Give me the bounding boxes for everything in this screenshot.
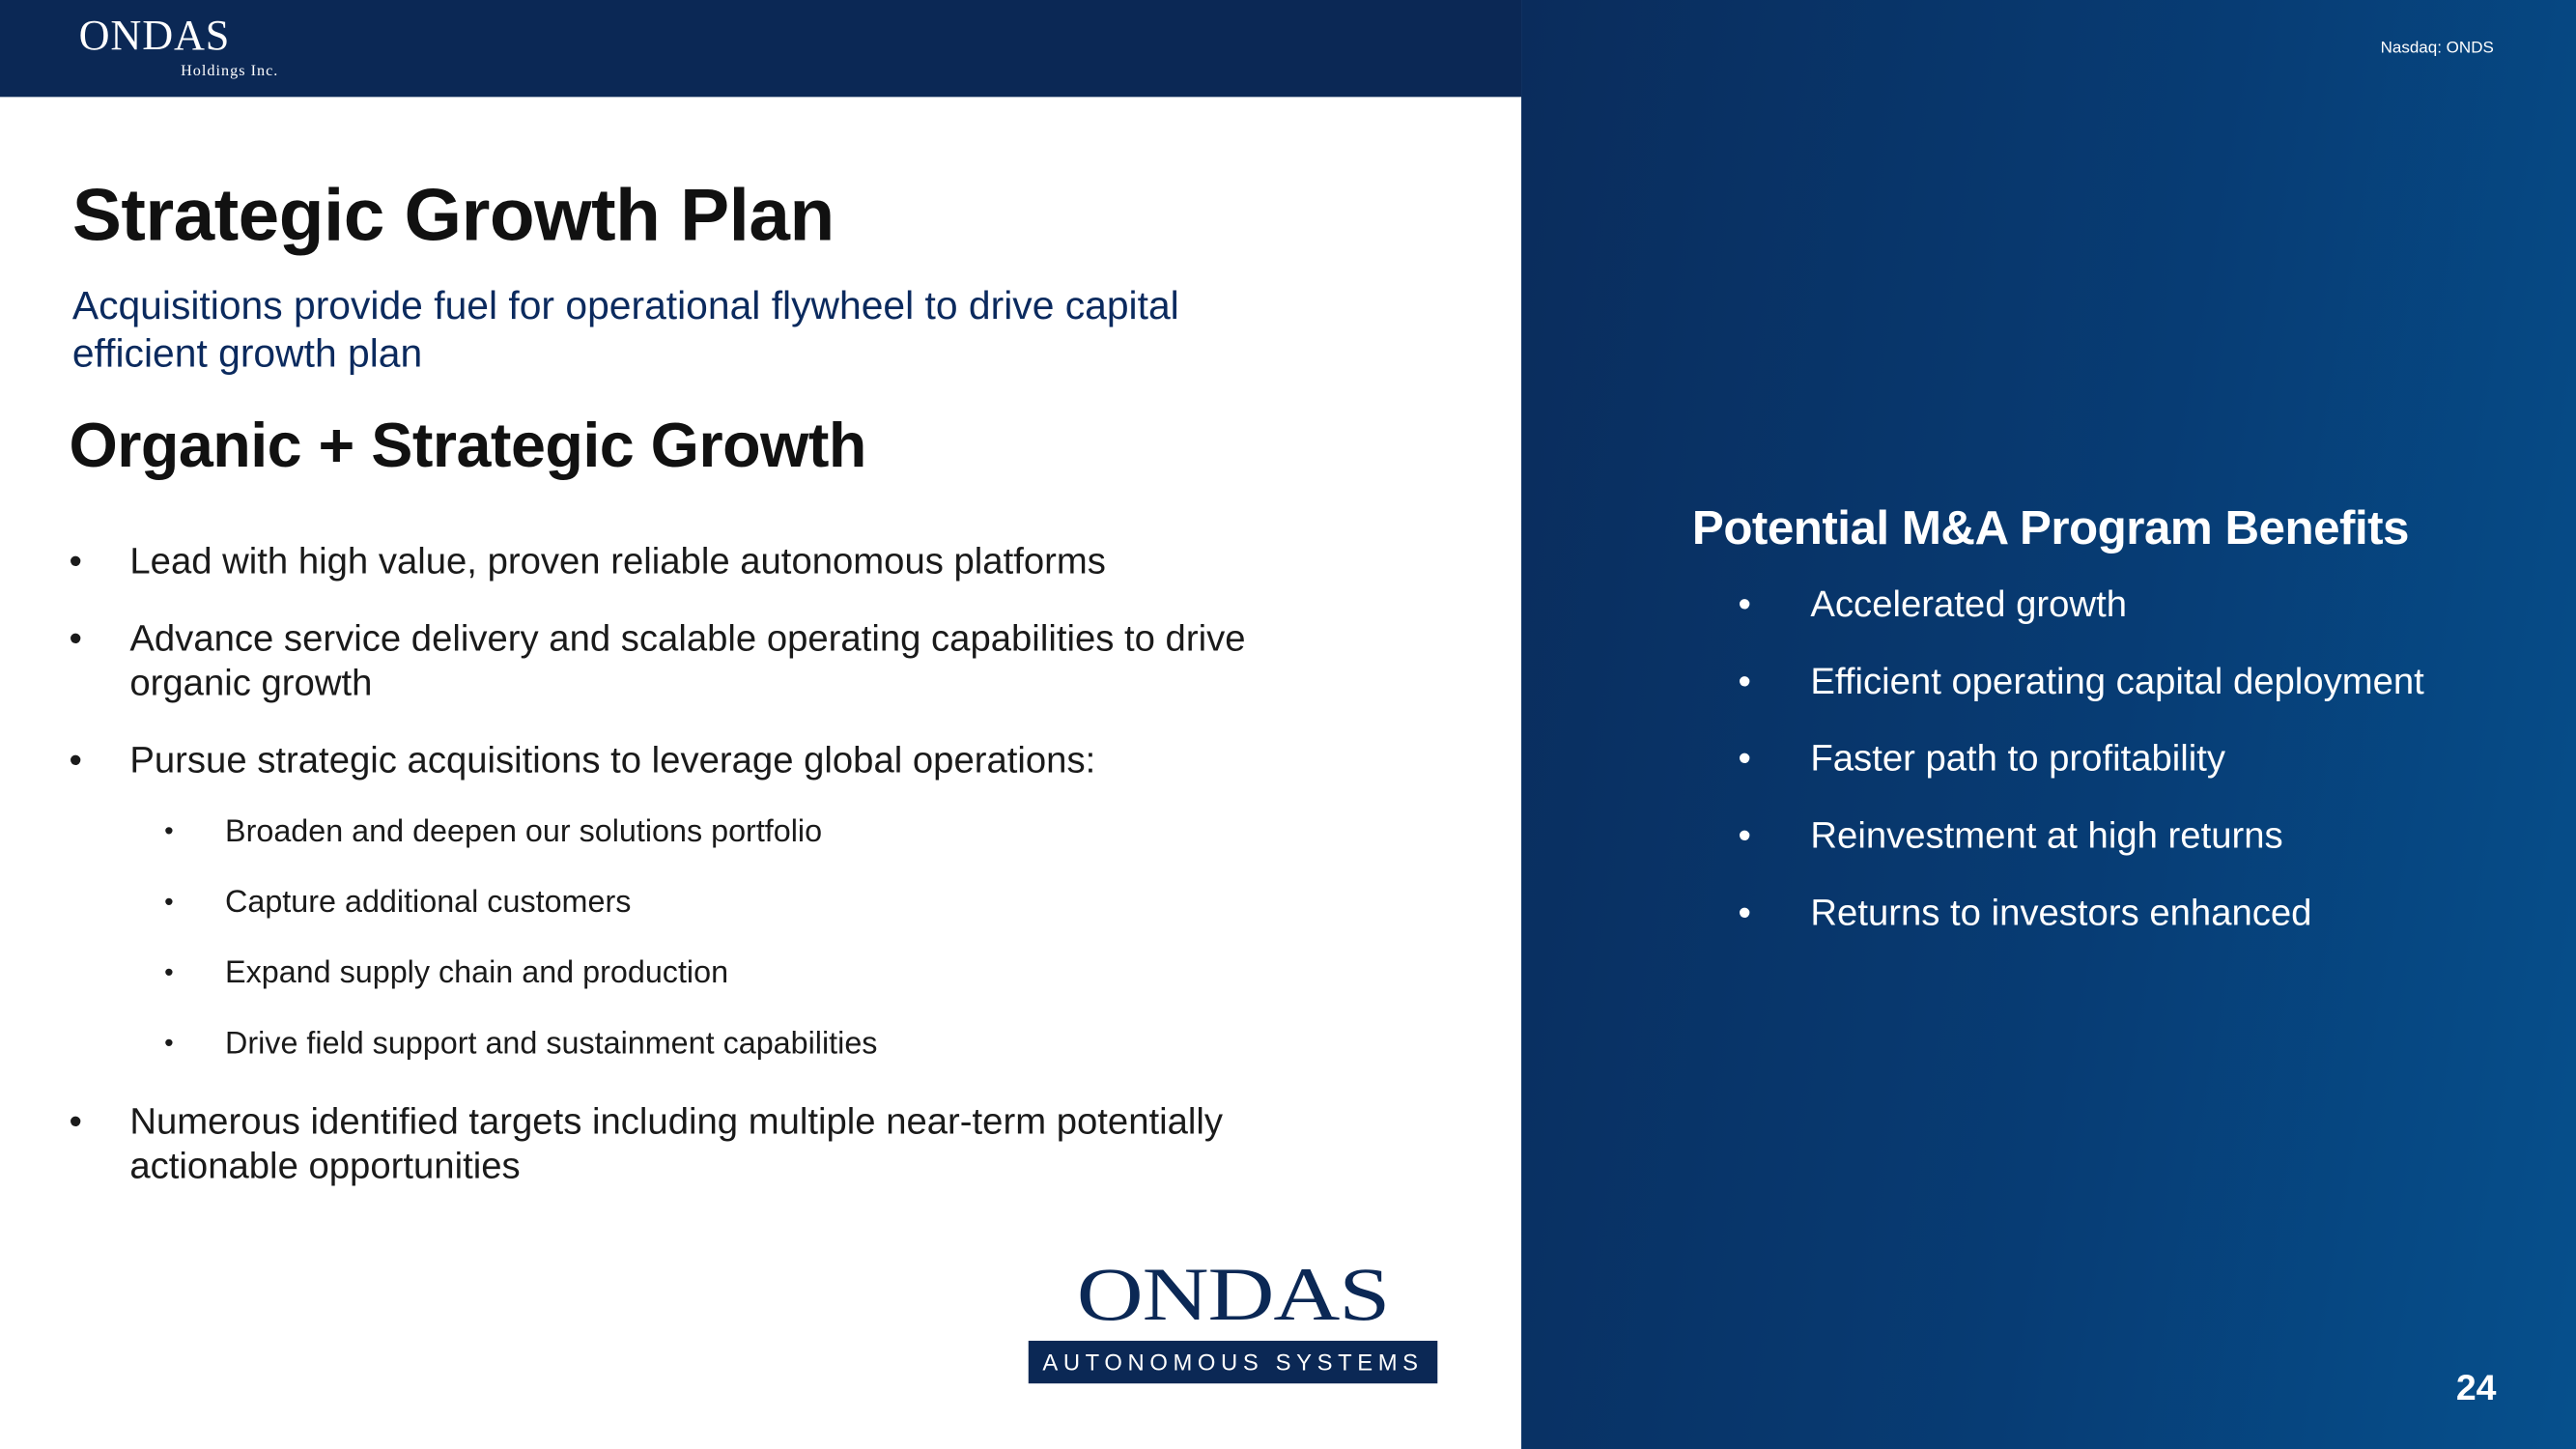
list-item: • Accelerated growth <box>1738 582 2128 625</box>
list-item: • Lead with high value, proven reliable a… <box>69 540 1106 582</box>
bullet-icon: • <box>69 1100 82 1143</box>
bullet-icon: • <box>69 739 82 781</box>
ticker-label: Nasdaq: ONDS <box>2380 39 2494 58</box>
bullet-icon: • <box>1738 814 1751 857</box>
list-item: • Pursue strategic acquisitions to levera… <box>69 739 1096 781</box>
bullet-icon: • <box>1738 737 1751 780</box>
benefits-bullet-list: • Accelerated growth • Efficient operating… <box>1739 582 2527 968</box>
list-item: • Numerous identified targets including m… <box>69 1100 1224 1187</box>
bullet-icon: • <box>164 959 174 988</box>
bullet-icon: • <box>69 540 82 582</box>
bullet-icon: • <box>164 889 174 918</box>
sub-list-item: • Capture additional customers <box>164 885 632 921</box>
bullet-icon: • <box>1738 582 1751 625</box>
sub-list-item: • Expand supply chain and production <box>164 955 729 991</box>
bullet-icon: • <box>69 617 82 660</box>
benefits-title: Potential M&A Program Benefits <box>1691 502 2410 555</box>
list-item: • Advance service delivery and scalable o… <box>69 617 1246 703</box>
sub-list-item: • Broaden and deepen our solutions portfo… <box>164 814 823 850</box>
ondas-holdings-logo: ONDAS Holdings Inc. <box>78 11 279 81</box>
header-bar <box>0 0 1522 98</box>
bullet-icon: • <box>1738 660 1751 702</box>
list-item: • Returns to investors enhanced <box>1738 892 2312 934</box>
bullet-icon: • <box>1738 892 1751 934</box>
sub-list-item: • Drive field support and sustainment cap… <box>164 1027 878 1062</box>
ondas-autonomous-systems-logo: ONDAS AUTONOMOUS SYSTEMS <box>1028 1252 1438 1384</box>
list-item: • Efficient operating capital deployment <box>1738 660 2424 702</box>
list-item: • Reinvestment at high returns <box>1738 814 2283 857</box>
page-subtitle: Acquisitions provide fuel for operationa… <box>71 284 1179 377</box>
right-panel <box>1521 0 2576 1449</box>
bullet-icon: • <box>164 818 174 846</box>
page-title: Strategic Growth Plan <box>71 172 835 257</box>
growth-bullet-list: • Lead with high value, proven reliable a… <box>69 539 1350 1221</box>
page-number: 24 <box>2455 1367 2497 1408</box>
bullet-icon: • <box>164 1030 174 1059</box>
list-item: • Faster path to profitability <box>1738 737 2226 780</box>
section-title: Organic + Strategic Growth <box>69 412 866 482</box>
